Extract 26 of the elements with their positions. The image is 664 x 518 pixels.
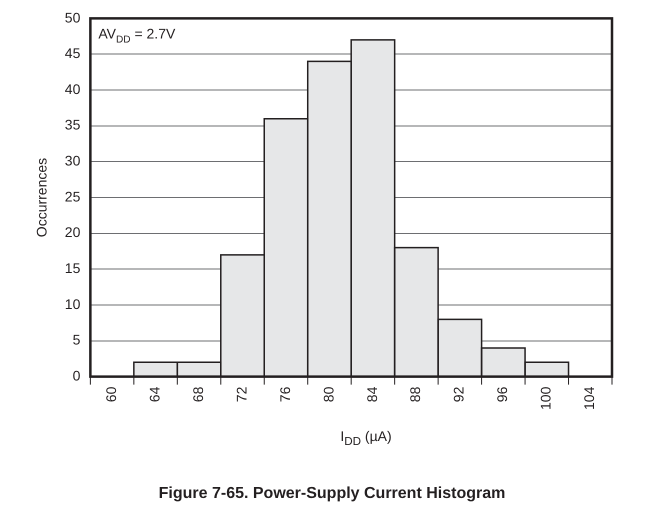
x-tick-label: 60	[102, 386, 119, 402]
x-tick-label: 92	[450, 386, 467, 402]
x-tick-label: 68	[190, 386, 206, 402]
x-tick-label: 88	[407, 386, 424, 402]
x-tick-label: 84	[364, 386, 380, 402]
x-tick-label: 104	[581, 386, 598, 410]
y-tick-label: 50	[64, 9, 81, 26]
y-tick-label: 30	[64, 152, 81, 169]
x-tick-label: 100	[538, 386, 554, 410]
y-tick-label: 15	[64, 260, 81, 276]
text: Figure 7-65. Power-Supply Current Histogram	[158, 485, 506, 503]
x-tick-label: 64	[146, 386, 162, 402]
y-tick-label: 40	[64, 80, 81, 97]
x-axis-title: I$_{DD}$ (µA)	[339, 428, 393, 448]
y-tick-label: 5	[72, 332, 81, 348]
y-tick-label: 45	[64, 45, 81, 62]
x-tick-label: 80	[320, 386, 336, 402]
y-tick-label: 10	[64, 296, 81, 312]
y-axis-title: Occurrences	[33, 158, 50, 238]
x-tick-label: 96	[494, 386, 510, 402]
y-tick-label: 35	[64, 116, 81, 133]
y-tick-label: 20	[64, 224, 81, 240]
y-tick-label: 0	[72, 368, 81, 384]
y-tick-label: 25	[64, 188, 81, 204]
x-tick-label: 72	[233, 386, 250, 402]
x-tick-label: 76	[276, 386, 293, 402]
